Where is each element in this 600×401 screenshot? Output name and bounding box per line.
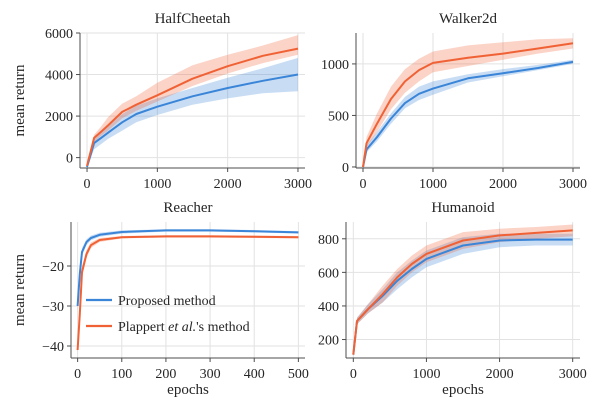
xtick-label: 2000 <box>486 367 514 382</box>
xtick-label: 200 <box>155 367 176 382</box>
band-plappert <box>87 35 298 168</box>
xtick-label: 3000 <box>559 367 587 382</box>
ytick-label: 1000 <box>321 58 349 73</box>
ytick-label: 2000 <box>45 110 73 125</box>
band-proposed <box>87 57 298 168</box>
line-plappert <box>76 235 299 351</box>
band-proposed <box>353 233 573 357</box>
xtick-label: 1000 <box>143 177 171 192</box>
ytick-label: −30 <box>42 300 64 315</box>
line-proposed <box>86 73 299 168</box>
legend: Proposed method Plappert et al.'s method <box>86 294 250 335</box>
legend-label-proposed: Proposed method <box>118 294 216 309</box>
xtick-label: 1000 <box>412 367 440 382</box>
ytick-label: 0 <box>342 161 349 176</box>
xtick-label: 0 <box>350 367 357 382</box>
band-plappert <box>353 224 573 357</box>
line-plappert <box>362 42 574 168</box>
ytick-label: 6000 <box>45 27 73 42</box>
line-proposed <box>76 229 299 307</box>
line-plappert <box>352 229 573 355</box>
panel-title: Humanoid <box>431 200 495 216</box>
xtick-label: 3000 <box>559 177 587 192</box>
xtick-label: 0 <box>360 177 367 192</box>
xtick-label: 2000 <box>214 177 242 192</box>
ytick-label: −20 <box>42 260 64 275</box>
xtick-label: 400 <box>244 367 265 382</box>
x-axis-label: epochs <box>167 382 209 398</box>
panel-walker2d: 0 500 1000 0 1000 2000 3000 Walker2d <box>321 11 587 192</box>
panel-halfcheetah: 0 2000 4000 6000 0 1000 2000 3000 HalfCheetah mea… <box>12 11 312 192</box>
x-axis-label: epochs <box>442 382 484 398</box>
ytick-label: 800 <box>318 233 339 248</box>
y-axis-label: mean return <box>12 253 28 326</box>
legend-label-plappert: Plappert et al.'s method <box>118 320 250 335</box>
panel-title: HalfCheetah <box>155 11 231 27</box>
ytick-label: 0 <box>66 152 73 167</box>
band-proposed <box>363 59 573 167</box>
panel-humanoid: 200 400 600 800 0 1000 2000 3000 Humanoid epochs <box>318 200 587 398</box>
ytick-label: 400 <box>318 300 339 315</box>
ytick-label: 200 <box>318 334 339 349</box>
band-plappert <box>363 38 573 168</box>
ytick-label: −40 <box>42 340 64 355</box>
panel-title: Reacher <box>163 200 212 216</box>
xtick-label: 2000 <box>489 177 517 192</box>
line-plappert <box>86 47 299 167</box>
panel-title: Walker2d <box>439 11 497 27</box>
ytick-label: 600 <box>318 266 339 281</box>
panel-reacher: −40 −30 −20 0 100 200 300 400 500 Reacher epochs me… <box>12 200 309 398</box>
xtick-label: 0 <box>84 177 91 192</box>
xtick-label: 3000 <box>284 177 312 192</box>
ytick-label: 500 <box>328 109 349 124</box>
xtick-label: 500 <box>288 367 309 382</box>
y-axis-label: mean return <box>12 64 28 137</box>
line-proposed <box>362 60 574 168</box>
xtick-label: 0 <box>74 367 81 382</box>
ytick-label: 4000 <box>45 69 73 84</box>
xtick-label: 1000 <box>419 177 447 192</box>
xtick-label: 300 <box>200 367 221 382</box>
xtick-label: 100 <box>111 367 132 382</box>
